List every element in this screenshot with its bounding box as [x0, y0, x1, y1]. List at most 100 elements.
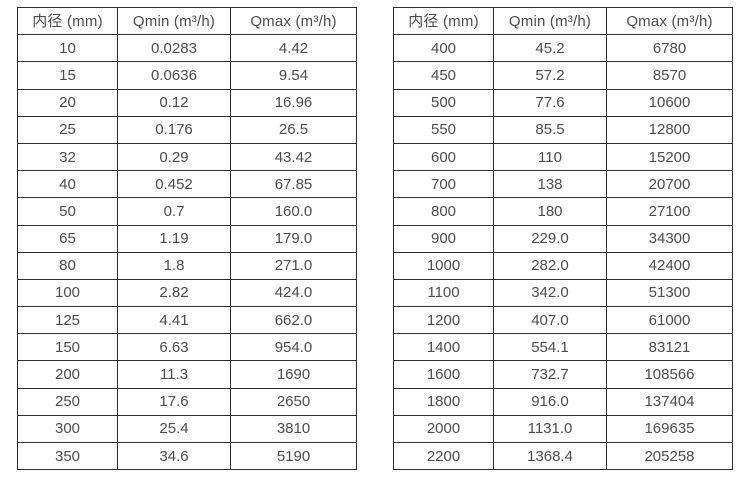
- table-cell: 51300: [606, 278, 733, 308]
- table-cell: 1131.0: [493, 414, 607, 444]
- table-row: 900 229.0 34300: [393, 224, 733, 253]
- table-row: 32 0.29 43.42: [17, 142, 357, 172]
- table-cell: 800: [393, 197, 494, 226]
- table-cell: 11.3: [117, 360, 231, 389]
- table-cell: 15200: [606, 142, 733, 172]
- table-cell: 250: [17, 387, 118, 416]
- table-cell: 9.54: [230, 61, 357, 90]
- table-row: 700 138 20700: [393, 170, 733, 199]
- table-cell: 27100: [606, 197, 733, 226]
- table-cell: 200: [17, 360, 118, 389]
- table-cell: 10600: [606, 88, 733, 117]
- table-cell: 12800: [606, 115, 733, 144]
- table-row: 125 4.41 662.0: [17, 306, 357, 335]
- table-row: 300 25.4 3810: [17, 414, 357, 444]
- table-row: 1800 916.0 137404: [393, 387, 733, 416]
- table-cell: 67.85: [230, 170, 357, 199]
- table-cell: 407.0: [493, 306, 607, 335]
- table-cell: 0.29: [117, 142, 231, 172]
- table-cell: 205258: [606, 441, 733, 471]
- table-cell: 1.8: [117, 251, 231, 280]
- table-row: 400 45.2 6780: [393, 34, 733, 63]
- table-cell: 282.0: [493, 251, 607, 280]
- table-cell: 700: [393, 170, 494, 199]
- table-cell: 271.0: [230, 251, 357, 280]
- table-cell: 3810: [230, 414, 357, 444]
- table-cell: 342.0: [493, 278, 607, 308]
- column-header: Qmax (m³/h): [606, 6, 733, 36]
- table-cell: 150: [17, 333, 118, 362]
- table-cell: 0.0636: [117, 61, 231, 90]
- table-row: 600 110 15200: [393, 142, 733, 172]
- table-cell: 169635: [606, 414, 733, 444]
- table-row: 1000 282.0 42400: [393, 251, 733, 280]
- table-cell: 17.6: [117, 387, 231, 416]
- table-row: 200 11.3 1690: [17, 360, 357, 389]
- table-cell: 138: [493, 170, 607, 199]
- table-cell: 2200: [393, 441, 494, 471]
- table-cell: 1368.4: [493, 441, 607, 471]
- table-row: 65 1.19 179.0: [17, 224, 357, 253]
- table-cell: 0.452: [117, 170, 231, 199]
- table-cell: 125: [17, 306, 118, 335]
- table-cell: 160.0: [230, 197, 357, 226]
- table-cell: 20: [17, 88, 118, 117]
- table-cell: 1000: [393, 251, 494, 280]
- table-cell: 15: [17, 61, 118, 90]
- table-cell: 1.19: [117, 224, 231, 253]
- table-row: 25 0.176 26.5: [17, 115, 357, 144]
- table-row: 250 17.6 2650: [17, 387, 357, 416]
- table-cell: 25.4: [117, 414, 231, 444]
- table-row: 350 34.6 5190: [17, 441, 357, 471]
- table-row: 1100 342.0 51300: [393, 278, 733, 308]
- table-cell: 4.41: [117, 306, 231, 335]
- table-cell: 110: [493, 142, 607, 172]
- table-cell: 83121: [606, 333, 733, 362]
- table-cell: 34300: [606, 224, 733, 253]
- table-cell: 1690: [230, 360, 357, 389]
- table-cell: 61000: [606, 306, 733, 335]
- table-cell: 80: [17, 251, 118, 280]
- table-cell: 600: [393, 142, 494, 172]
- flow-table-small-diameters: 内径 (mm) Qmin (m³/h) Qmax (m³/h) 10 0.0283 4.4…: [17, 6, 357, 471]
- table-row: 1200 407.0 61000: [393, 306, 733, 335]
- column-header: Qmax (m³/h): [230, 6, 357, 36]
- header-row: 内径 (mm) Qmin (m³/h) Qmax (m³/h): [17, 6, 357, 36]
- table-cell: 6.63: [117, 333, 231, 362]
- table-cell: 85.5: [493, 115, 607, 144]
- table-cell: 179.0: [230, 224, 357, 253]
- table-cell: 65: [17, 224, 118, 253]
- table-cell: 954.0: [230, 333, 357, 362]
- table-cell: 0.12: [117, 88, 231, 117]
- table-cell: 662.0: [230, 306, 357, 335]
- table-cell: 500: [393, 88, 494, 117]
- column-header: 内径 (mm): [393, 6, 494, 36]
- table-cell: 450: [393, 61, 494, 90]
- table-row: 50 0.7 160.0: [17, 197, 357, 226]
- table-cell: 2650: [230, 387, 357, 416]
- table-cell: 32: [17, 142, 118, 172]
- table-cell: 77.6: [493, 88, 607, 117]
- table-row: 40 0.452 67.85: [17, 170, 357, 199]
- table-cell: 8570: [606, 61, 733, 90]
- table-row: 100 2.82 424.0: [17, 278, 357, 308]
- table-cell: 732.7: [493, 360, 607, 389]
- table-cell: 180: [493, 197, 607, 226]
- table-row: 800 180 27100: [393, 197, 733, 226]
- table-cell: 0.176: [117, 115, 231, 144]
- table-cell: 42400: [606, 251, 733, 280]
- table-cell: 1100: [393, 278, 494, 308]
- table-cell: 137404: [606, 387, 733, 416]
- table-cell: 900: [393, 224, 494, 253]
- table-cell: 229.0: [493, 224, 607, 253]
- table-row: 1400 554.1 83121: [393, 333, 733, 362]
- table-cell: 0.0283: [117, 34, 231, 63]
- table-cell: 57.2: [493, 61, 607, 90]
- table-cell: 5190: [230, 441, 357, 471]
- table-row: 150 6.63 954.0: [17, 333, 357, 362]
- table-row: 20 0.12 16.96: [17, 88, 357, 117]
- table-cell: 1400: [393, 333, 494, 362]
- table-cell: 50: [17, 197, 118, 226]
- table-cell: 25: [17, 115, 118, 144]
